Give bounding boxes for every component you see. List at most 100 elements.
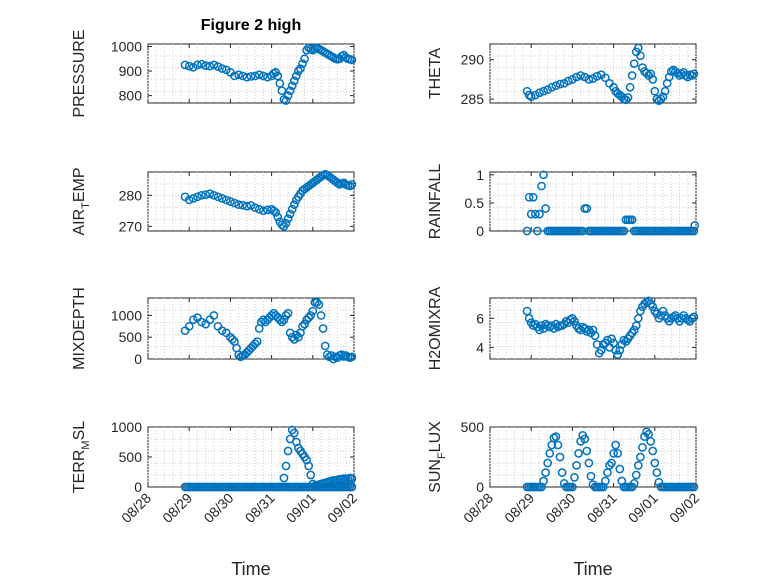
data-point xyxy=(197,190,206,200)
y-axis-label: H2OMIXRA xyxy=(427,286,444,370)
data-point xyxy=(539,170,548,180)
x-tick-label: 08/30 xyxy=(200,490,236,526)
data-point xyxy=(648,446,658,456)
data-point xyxy=(664,72,674,82)
data-point xyxy=(246,72,256,81)
data-point xyxy=(252,337,262,346)
data-point xyxy=(217,326,227,336)
x-tick-label: 08/28 xyxy=(118,490,154,526)
data-point xyxy=(213,192,223,202)
y-tick-label: 0.5 xyxy=(465,195,485,211)
data-point xyxy=(607,334,616,344)
data-point xyxy=(263,72,272,82)
data-point xyxy=(289,76,299,86)
data-point xyxy=(238,71,248,81)
data-point xyxy=(687,71,697,80)
data-point xyxy=(642,68,651,78)
y-tick-label: 900 xyxy=(119,63,143,79)
data-point xyxy=(580,434,590,444)
data-point xyxy=(553,440,563,450)
data-point xyxy=(277,220,287,230)
data-point xyxy=(565,315,575,325)
data-point xyxy=(283,214,293,223)
axes-box xyxy=(489,297,697,360)
data-point xyxy=(584,75,594,84)
data-point xyxy=(574,324,583,333)
data-point xyxy=(283,446,293,456)
data-point xyxy=(619,335,629,345)
x-axis-label: Time xyxy=(231,559,270,579)
data-point xyxy=(627,215,637,225)
data-point xyxy=(592,71,602,81)
data-point xyxy=(541,468,550,477)
data-point xyxy=(568,482,577,492)
data-point xyxy=(631,470,641,480)
data-point xyxy=(347,180,357,189)
data-point xyxy=(279,315,289,325)
data-point xyxy=(524,313,534,323)
data-point xyxy=(681,71,691,80)
data-point xyxy=(281,311,291,320)
data-point xyxy=(633,43,643,53)
data-point xyxy=(689,312,699,322)
data-point xyxy=(541,204,550,213)
data-point xyxy=(578,226,588,236)
data-point xyxy=(611,345,621,355)
data-point xyxy=(234,70,243,80)
data-point xyxy=(197,317,206,327)
data-point xyxy=(607,458,616,468)
data-point xyxy=(646,69,656,79)
data-point xyxy=(648,302,658,312)
data-point xyxy=(528,192,538,202)
data-point xyxy=(528,321,538,330)
x-axis-label: Time xyxy=(573,559,612,579)
data-point xyxy=(259,71,268,81)
y-axis-label: MIXDEPTH xyxy=(71,287,88,370)
data-point xyxy=(638,443,647,452)
x-tick-label: 08/28 xyxy=(460,490,496,526)
data-point xyxy=(524,192,534,202)
y-tick-label: 800 xyxy=(119,88,143,104)
data-point xyxy=(539,86,548,96)
data-point xyxy=(184,61,194,71)
data-point xyxy=(347,482,357,492)
data-point xyxy=(629,59,639,69)
y-tick-label: 1000 xyxy=(111,307,142,323)
data-point xyxy=(287,332,297,342)
data-point xyxy=(613,449,623,458)
data-point xyxy=(601,73,610,83)
data-point xyxy=(193,192,202,202)
data-point xyxy=(333,178,342,188)
data-point xyxy=(289,335,299,344)
data-point xyxy=(308,479,318,489)
figure-title: Figure 2 high xyxy=(201,17,301,34)
axes-box xyxy=(147,297,355,360)
data-point xyxy=(551,81,561,91)
data-point xyxy=(526,209,536,219)
data-point xyxy=(533,226,542,236)
data-point xyxy=(535,209,544,219)
data-point xyxy=(230,71,239,81)
data-point xyxy=(592,340,602,349)
x-tick-label: 09/01 xyxy=(283,490,319,526)
data-point xyxy=(642,298,651,307)
subplot-theta: 285 290 THETA xyxy=(427,43,699,107)
y-axis-label: THETA xyxy=(427,48,444,100)
data-point xyxy=(287,204,297,214)
data-point xyxy=(629,325,639,335)
data-point xyxy=(201,61,211,70)
y-tick-label: 0 xyxy=(134,351,142,367)
data-point xyxy=(250,71,260,81)
data-point xyxy=(535,325,544,335)
data-point xyxy=(234,350,243,359)
data-point xyxy=(551,432,561,441)
data-point xyxy=(217,64,227,73)
data-point xyxy=(277,86,287,96)
data-point xyxy=(285,86,295,96)
data-point xyxy=(285,209,295,219)
data-point xyxy=(281,218,291,228)
data-point xyxy=(636,306,645,316)
data-point xyxy=(250,203,260,213)
data-point xyxy=(627,71,637,80)
